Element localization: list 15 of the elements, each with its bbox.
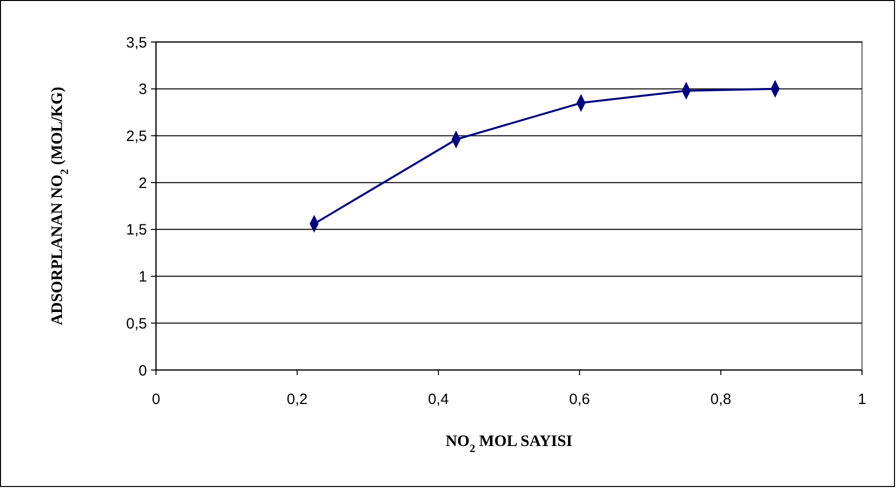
x-tick-label: 0,2 xyxy=(286,391,308,408)
x-tick-label: 0,8 xyxy=(710,391,732,408)
x-axis-title: NO$_{2}$ MOL SAYISI xyxy=(446,433,572,455)
y-tick-label: 0,5 xyxy=(126,315,147,332)
x-tick-label: 1 xyxy=(858,391,866,408)
x-tick-label: 0,4 xyxy=(428,391,449,408)
y-tick-label: 3 xyxy=(138,81,147,98)
x-tick-label: 0 xyxy=(152,391,160,408)
y-tick-label: 3,5 xyxy=(126,34,147,52)
y-tick-label: 0 xyxy=(138,362,147,380)
y-tick-label: 1,5 xyxy=(126,222,147,239)
y-tick-label: 2 xyxy=(138,174,147,192)
y-tick-label: 2,5 xyxy=(126,128,147,145)
y-tick-label: 1 xyxy=(138,268,147,286)
x-tick-label: 0,6 xyxy=(569,391,590,408)
